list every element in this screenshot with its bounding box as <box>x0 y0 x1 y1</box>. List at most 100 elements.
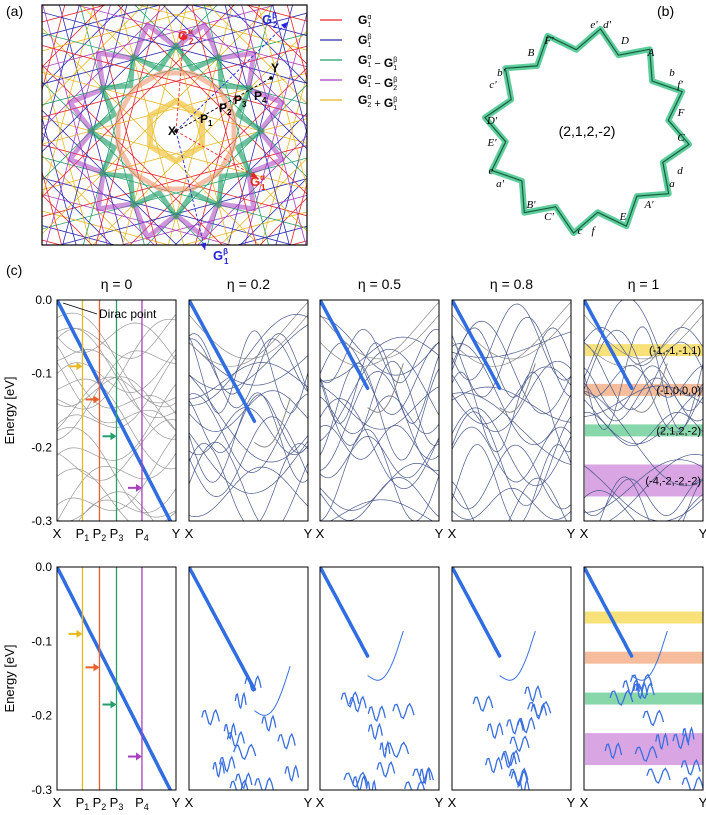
eta-label: η = 1 <box>628 276 660 292</box>
gap-band <box>585 692 703 705</box>
bragg-line <box>129 67 307 245</box>
spectral-segment <box>234 772 253 790</box>
spectral-segment <box>348 695 367 713</box>
legend-text: G <box>384 56 393 70</box>
bragg-line <box>42 5 167 130</box>
edge-label: b <box>669 67 675 79</box>
band-line <box>584 365 703 398</box>
x-tick-end: Y <box>699 795 706 810</box>
legend-text: G <box>358 93 367 107</box>
upper-branch <box>499 630 536 681</box>
x-tick-p: P2 <box>93 795 107 812</box>
edge-label: F <box>677 107 685 119</box>
legend-text: G <box>358 73 367 87</box>
bragg-line <box>42 5 80 146</box>
x-tick-p: P3 <box>110 526 124 543</box>
band-line <box>320 328 439 384</box>
eta-label: η = 0.5 <box>358 276 401 292</box>
spectral-segment <box>509 735 530 753</box>
legend-entry: Gα 1 <box>358 13 371 29</box>
x-tick-p-sub: 2 <box>101 533 106 543</box>
band-line <box>584 326 703 430</box>
point-sub: 1 <box>208 119 213 128</box>
band-line <box>584 365 703 412</box>
spectral-segment <box>501 749 521 767</box>
x-tick-p-sub: 2 <box>101 802 106 812</box>
vector-base: G <box>262 12 272 27</box>
edge-label: f' <box>677 79 683 91</box>
y-tick-label: -0.1 <box>31 634 52 648</box>
spectral-segment <box>655 732 669 751</box>
band-line <box>584 377 703 422</box>
band-line-upper <box>452 301 571 367</box>
edge-label: E <box>619 211 627 223</box>
x-tick-end: Y <box>699 526 706 541</box>
point-name: P <box>234 93 242 107</box>
bragg-line <box>42 5 235 198</box>
upper-branch <box>631 363 668 413</box>
bragg-line <box>164 5 230 245</box>
x-tick-start: X <box>53 795 62 810</box>
vector-label-G1a: Gα 1 <box>250 173 266 192</box>
panel-a-lines <box>42 5 307 245</box>
bragg-line <box>42 194 93 245</box>
panel-a-frame <box>41 4 308 246</box>
vector-G1a <box>175 130 259 179</box>
band-line <box>452 371 571 453</box>
legend-text: G <box>358 53 367 67</box>
x-tick-p-sub: 3 <box>118 533 123 543</box>
bragg-line <box>58 178 307 245</box>
bragg-line <box>289 240 307 245</box>
vector-sup: β <box>223 247 228 256</box>
point-name: P <box>200 112 208 126</box>
band-line <box>584 465 703 521</box>
spectral-segment <box>212 760 225 779</box>
spectral-segment <box>642 709 665 727</box>
dirac-pointer <box>62 302 98 315</box>
bragg-line <box>42 71 307 144</box>
band-panel-r0-c4 <box>584 300 703 521</box>
bragg-line <box>42 157 307 230</box>
bragg-line <box>42 177 294 245</box>
band-line <box>452 407 571 487</box>
edge-label: d <box>677 165 683 177</box>
spectral-segment <box>484 756 503 774</box>
eta-label: η = 0.2 <box>227 276 270 292</box>
band-line <box>584 327 703 366</box>
edge-label: c <box>578 225 583 237</box>
band-line <box>320 316 439 376</box>
band-line <box>320 362 439 461</box>
upper-branch <box>254 665 291 716</box>
bragg-line <box>42 239 63 245</box>
band-line-upper <box>189 301 308 367</box>
upper-branch <box>499 363 536 413</box>
legend-text: + <box>371 98 384 110</box>
bragg-line <box>207 5 273 245</box>
vector-sup: β <box>272 11 277 20</box>
band-line <box>584 490 703 521</box>
legend-entry: Gα 2 + Gβ 1 <box>358 93 397 112</box>
bragg-line <box>117 5 307 195</box>
gap-label: (-1,0,0,0) <box>656 385 701 397</box>
point-x-marker <box>174 129 178 133</box>
spectral-segment <box>277 732 296 750</box>
band-line <box>329 499 434 521</box>
band-panel-r0-c3 <box>452 300 571 521</box>
panel-a-legend: Gα 1Gβ 1Gα 1 − Gβ 1Gα 1 − Gβ 2Gα 2 + Gβ 1 <box>320 13 397 112</box>
point-sub: 2 <box>227 108 232 117</box>
legend-sub: 1 <box>367 42 371 49</box>
spectral-segment <box>635 682 655 700</box>
spectral-segment <box>392 702 415 720</box>
band-line-upper <box>584 301 703 367</box>
band-line <box>320 463 439 511</box>
x-tick-p-sub: 4 <box>144 533 149 543</box>
bragg-line <box>92 30 307 245</box>
gap-label: (-1,-1,-1,1) <box>649 345 701 357</box>
bragg-line <box>42 145 307 218</box>
edge-label: D' <box>486 115 498 127</box>
spectral-segment <box>343 771 369 789</box>
band-line <box>584 459 703 513</box>
legend-entry: Gβ 1 <box>358 33 371 49</box>
spectral-segment <box>506 717 524 735</box>
